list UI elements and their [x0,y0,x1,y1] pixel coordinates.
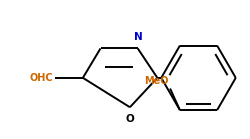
Text: MeO: MeO [143,76,168,86]
Text: N: N [134,32,142,42]
Text: O: O [125,114,134,124]
Text: OHC: OHC [30,73,53,83]
